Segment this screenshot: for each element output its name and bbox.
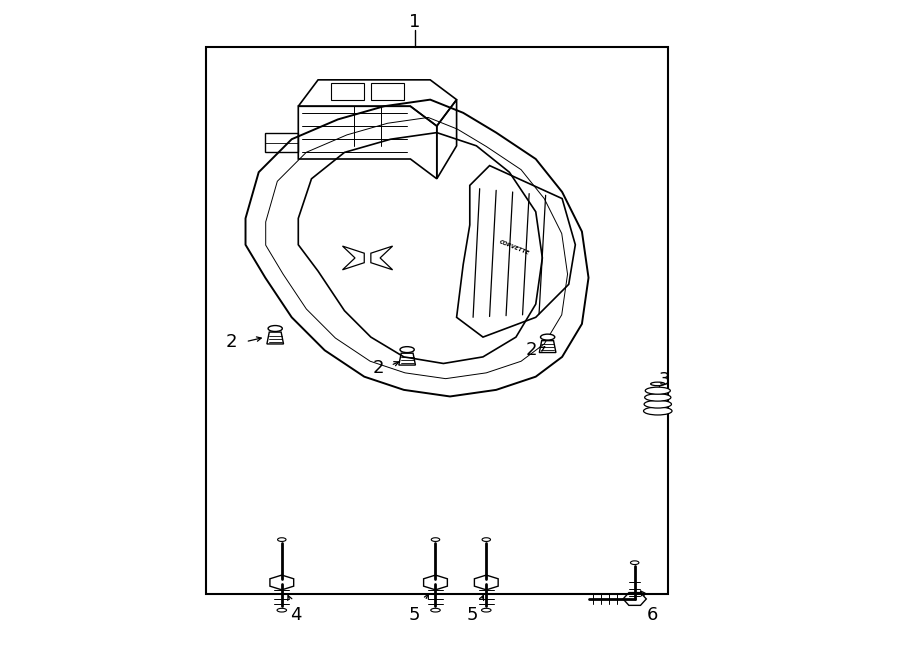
Ellipse shape: [400, 346, 414, 352]
Ellipse shape: [482, 538, 491, 541]
Ellipse shape: [644, 407, 672, 415]
Bar: [206, 47, 668, 594]
Ellipse shape: [644, 394, 670, 401]
Text: 6: 6: [646, 605, 658, 623]
Ellipse shape: [651, 382, 665, 385]
Bar: [371, 83, 404, 100]
Text: 3: 3: [659, 371, 670, 389]
Text: 5: 5: [409, 605, 420, 623]
Ellipse shape: [482, 608, 491, 612]
Ellipse shape: [631, 561, 639, 564]
Ellipse shape: [541, 334, 554, 340]
Ellipse shape: [431, 538, 440, 541]
Ellipse shape: [645, 387, 670, 394]
Text: 4: 4: [291, 605, 302, 623]
Text: 5: 5: [466, 605, 478, 623]
Ellipse shape: [644, 401, 671, 408]
Text: 2: 2: [373, 359, 384, 377]
Text: CORVETTE: CORVETTE: [499, 240, 530, 256]
Ellipse shape: [277, 538, 286, 541]
Ellipse shape: [277, 608, 286, 612]
Text: 1: 1: [410, 13, 420, 32]
Ellipse shape: [268, 326, 283, 331]
Text: 2: 2: [226, 332, 238, 351]
Bar: [331, 83, 364, 100]
Text: 2: 2: [526, 341, 537, 360]
Ellipse shape: [431, 608, 440, 612]
